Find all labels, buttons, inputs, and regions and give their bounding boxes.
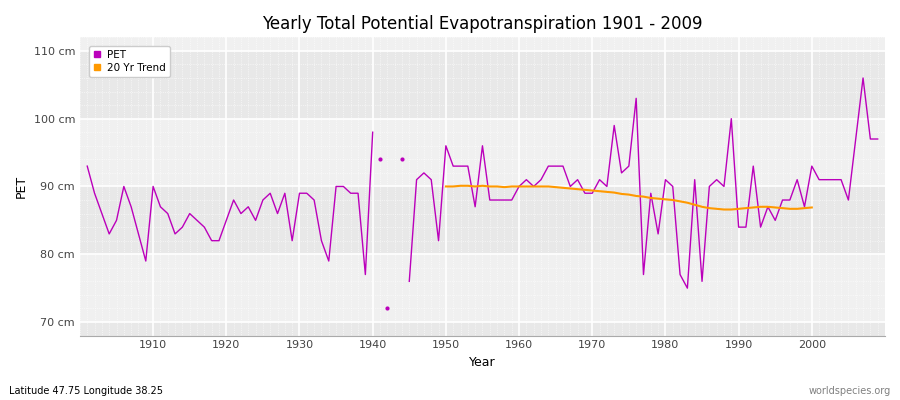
Bar — [80, 186, 885, 254]
Text: worldspecies.org: worldspecies.org — [809, 386, 891, 396]
Y-axis label: PET: PET — [15, 175, 28, 198]
Text: Latitude 47.75 Longitude 38.25: Latitude 47.75 Longitude 38.25 — [9, 386, 163, 396]
Bar — [80, 51, 885, 119]
Title: Yearly Total Potential Evapotranspiration 1901 - 2009: Yearly Total Potential Evapotranspiratio… — [262, 15, 703, 33]
Bar — [80, 322, 885, 390]
Legend: PET, 20 Yr Trend: PET, 20 Yr Trend — [89, 46, 170, 77]
X-axis label: Year: Year — [469, 356, 496, 369]
